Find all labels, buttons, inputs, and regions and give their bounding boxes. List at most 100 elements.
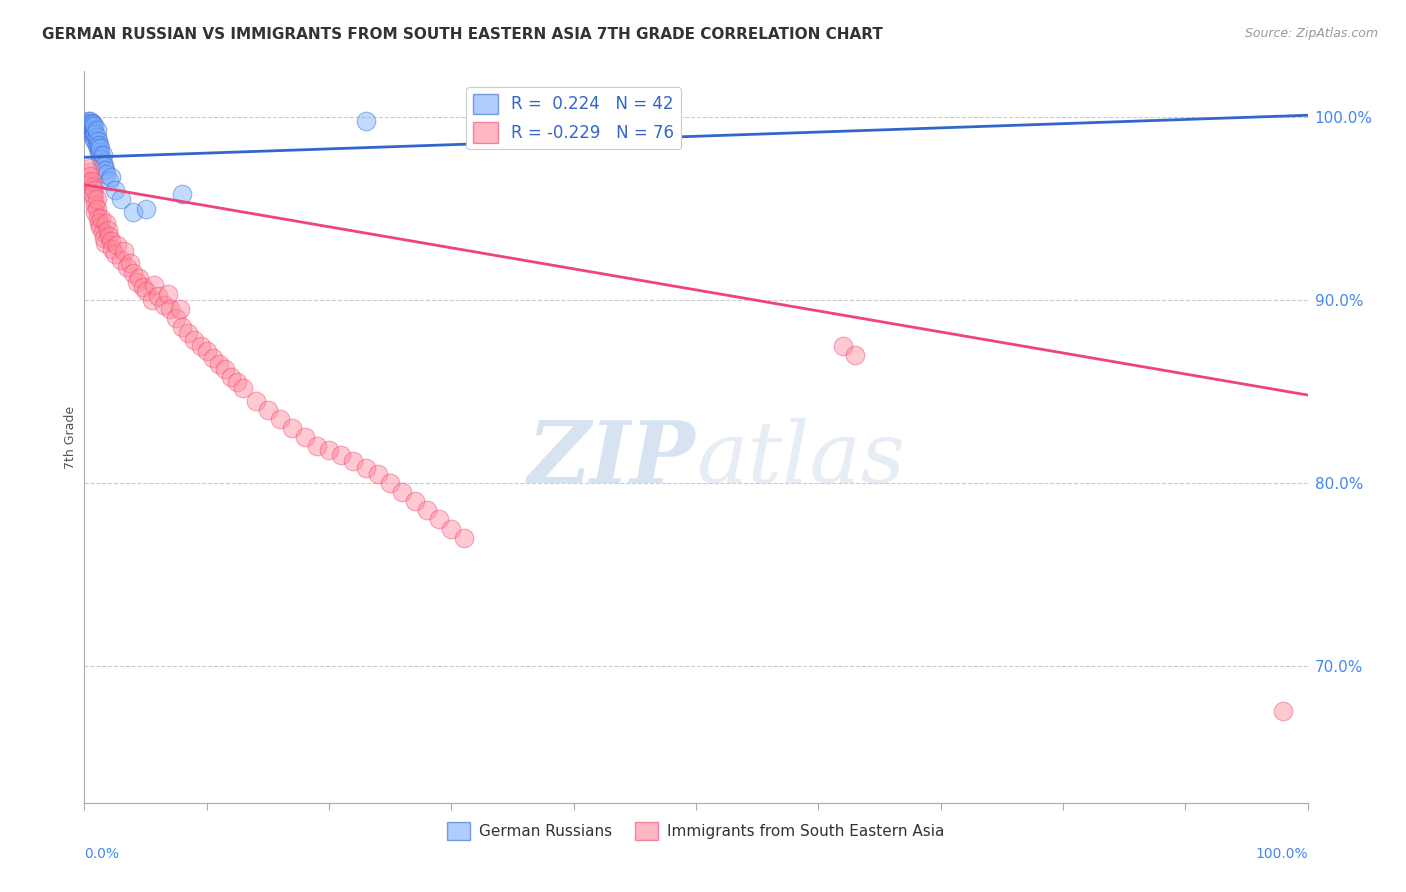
Point [354,113,377,128]
Point [77,117,100,131]
Point [128,271,150,285]
Text: Source: ZipAtlas.com: Source: ZipAtlas.com [1244,27,1378,40]
Point [86,130,108,145]
Point [80,115,103,129]
Point [281,421,304,435]
Point [89,148,111,162]
Point [77,119,100,133]
Point [96,216,118,230]
Point [87,216,110,230]
Point [104,183,127,197]
Point [90,211,112,225]
Point [122,205,145,219]
Point [93,160,115,174]
Text: ZIP: ZIP [529,417,696,500]
Point [132,280,155,294]
Point [143,278,166,293]
Point [89,219,111,234]
Point [380,475,402,490]
Point [294,430,316,444]
Point [112,244,135,258]
Point [82,179,104,194]
Text: 0.0%: 0.0% [84,847,120,861]
Point [404,494,426,508]
Point [82,128,104,143]
Text: atlas: atlas [696,417,905,500]
Point [172,320,194,334]
Point [135,284,157,298]
Point [86,123,108,137]
Point [80,119,103,133]
Point [844,348,866,362]
Point [94,236,117,251]
Point [318,442,340,457]
Point [245,393,267,408]
Point [135,202,157,216]
Point [86,137,108,152]
Point [269,411,291,425]
Point [97,228,120,243]
Point [156,287,179,301]
Point [125,275,148,289]
Point [177,326,200,340]
Point [153,298,176,312]
Point [100,235,122,249]
Point [76,115,98,129]
Point [105,238,128,252]
Point [84,127,107,141]
Point [172,186,194,201]
Point [94,163,117,178]
Legend: German Russians, Immigrants from South Eastern Asia: German Russians, Immigrants from South E… [441,815,950,847]
Point [118,256,141,270]
Point [77,174,100,188]
Point [214,362,236,376]
Point [141,293,163,307]
Point [77,115,100,129]
Point [169,301,191,316]
Point [83,132,105,146]
Point [342,454,364,468]
Point [115,260,138,274]
Point [330,448,353,462]
Point [110,252,132,267]
Point [104,247,127,261]
Point [100,170,122,185]
Point [453,531,475,545]
Point [84,205,107,219]
Point [195,344,218,359]
Point [110,192,132,206]
Point [89,141,111,155]
Point [208,357,231,371]
Point [96,167,118,181]
Point [831,338,853,352]
Point [82,117,104,131]
Point [122,265,145,279]
Point [219,369,242,384]
Point [367,467,389,481]
Point [90,152,112,166]
Point [79,113,101,128]
Point [87,211,110,225]
Point [97,174,120,188]
Point [93,231,115,245]
Point [84,134,107,148]
Point [190,338,212,352]
Point [1272,704,1295,718]
Point [83,192,105,206]
Point [83,125,105,139]
Point [97,223,120,237]
Text: GERMAN RUSSIAN VS IMMIGRANTS FROM SOUTH EASTERN ASIA 7TH GRADE CORRELATION CHART: GERMAN RUSSIAN VS IMMIGRANTS FROM SOUTH … [42,27,883,42]
Point [232,381,254,395]
Point [86,192,108,206]
Point [86,202,108,216]
Point [87,141,110,155]
Point [257,402,280,417]
Point [183,333,205,347]
Point [82,186,104,201]
Point [146,289,169,303]
Point [77,113,100,128]
Point [101,242,124,256]
Point [79,161,101,176]
Point [391,484,413,499]
Point [91,225,114,239]
